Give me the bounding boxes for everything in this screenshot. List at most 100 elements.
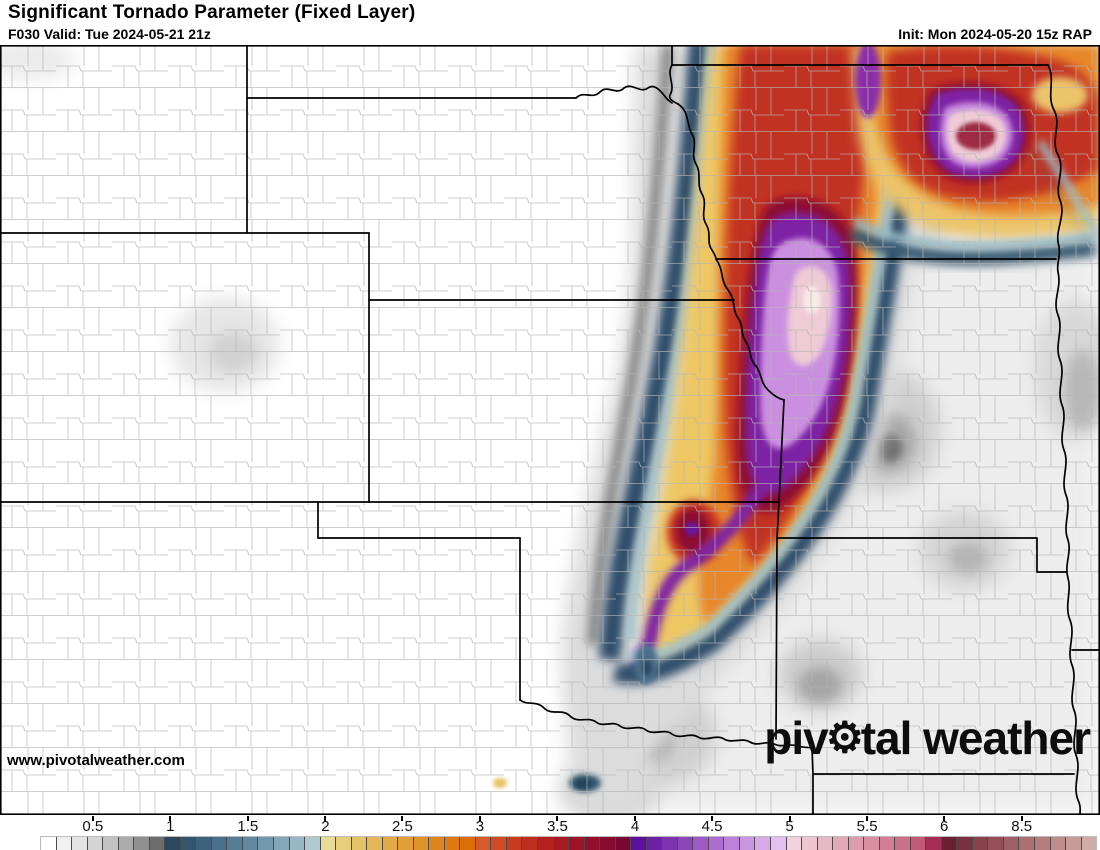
colorbar-cell bbox=[724, 837, 740, 850]
website-url: www.pivotalweather.com bbox=[7, 752, 185, 769]
colorbar-tick-label: 1 bbox=[166, 818, 175, 835]
colorbar-tick bbox=[246, 816, 249, 821]
colorbar-cell bbox=[165, 837, 181, 850]
colorbar-tick bbox=[788, 816, 791, 821]
colorbar-cell bbox=[972, 837, 989, 850]
colorbar-cell bbox=[941, 837, 958, 850]
colorbar-cell bbox=[739, 837, 756, 850]
colorbar-cell bbox=[1050, 837, 1067, 850]
colorbar-legend: 0.5 1 1.5 2 2.5 3 3.5 4 4.5 5 5.5 6 8.5 bbox=[0, 815, 1100, 850]
colorbar-tick-label: 1.5 bbox=[237, 818, 259, 835]
colorbar-tick-label: 3.5 bbox=[547, 818, 568, 835]
colorbar bbox=[40, 836, 1097, 850]
colorbar-cell bbox=[631, 837, 647, 850]
colorbar-cell bbox=[1035, 837, 1051, 850]
colorbar-cell bbox=[134, 837, 150, 850]
colorbar-cell bbox=[770, 837, 787, 850]
colorbar-cell bbox=[926, 837, 942, 850]
colorbar-cell bbox=[491, 837, 507, 850]
colorbar-cell bbox=[196, 837, 212, 850]
colorbar-cell bbox=[708, 837, 725, 850]
colorbar-cell bbox=[646, 837, 663, 850]
colorbar-cell bbox=[429, 837, 445, 850]
state-borders bbox=[0, 45, 1100, 815]
colorbar-cell bbox=[305, 837, 321, 850]
colorbar-cell bbox=[522, 837, 538, 850]
forecast-map bbox=[0, 45, 1100, 815]
colorbar-cell bbox=[273, 837, 290, 850]
colorbar-cell bbox=[103, 837, 119, 850]
colorbar-cell bbox=[475, 837, 492, 850]
colorbar-cell bbox=[1019, 837, 1035, 850]
county-lines bbox=[0, 45, 1100, 815]
colorbar-tick-label: 8.5 bbox=[1011, 818, 1033, 835]
colorbar-cell bbox=[988, 837, 1004, 850]
pivotal-weather-logo: piv ⚙ tal weather bbox=[764, 712, 1091, 764]
colorbar-cell bbox=[382, 837, 399, 850]
colorbar-tick-label: 3 bbox=[475, 818, 485, 835]
colorbar-cell bbox=[41, 837, 57, 850]
colorbar-cell bbox=[817, 837, 834, 850]
colorbar-cell bbox=[569, 837, 585, 850]
colorbar-cell bbox=[584, 837, 601, 850]
colorbar-cell bbox=[864, 837, 880, 850]
colorbar-tick-label: 4 bbox=[630, 818, 640, 835]
colorbar-cell bbox=[413, 837, 430, 850]
colorbar-cell bbox=[910, 837, 927, 850]
colorbar-cell bbox=[506, 837, 523, 850]
colorbar-tick bbox=[866, 816, 869, 821]
colorbar-tick bbox=[401, 816, 404, 821]
colorbar-cell bbox=[211, 837, 228, 850]
colorbar-cell bbox=[149, 837, 166, 850]
colorbar-cell bbox=[879, 837, 896, 850]
colorbar-cell bbox=[662, 837, 678, 850]
header: Significant Tornado Parameter (Fixed Lay… bbox=[0, 0, 1100, 45]
colorbar-tick bbox=[634, 816, 637, 821]
colorbar-tick bbox=[943, 816, 946, 821]
colorbar-tick-label: 4.5 bbox=[701, 818, 723, 835]
colorbar-cell bbox=[615, 837, 632, 850]
colorbar-tick-label: 2 bbox=[321, 818, 330, 835]
colorbar-tick bbox=[556, 816, 559, 821]
colorbar-cell bbox=[289, 837, 306, 850]
colorbar-tick-label: 0.5 bbox=[82, 818, 104, 835]
colorbar-cell bbox=[460, 837, 476, 850]
colorbar-tick-label: 2.5 bbox=[391, 818, 413, 835]
colorbar-cell bbox=[367, 837, 383, 850]
map-frame bbox=[0, 45, 1100, 815]
colorbar-tick-label: 6 bbox=[939, 818, 949, 835]
colorbar-cell bbox=[320, 837, 337, 850]
colorbar-tick-label: 5 bbox=[785, 818, 794, 835]
valid-time-label: F030 Valid: Tue 2024-05-21 21z bbox=[8, 26, 211, 42]
colorbar-cell bbox=[786, 837, 803, 850]
gear-icon: ⚙ bbox=[825, 713, 864, 761]
colorbar-cell bbox=[56, 837, 73, 850]
colorbar-cell bbox=[336, 837, 352, 850]
colorbar-cell bbox=[398, 837, 414, 850]
colorbar-cell bbox=[242, 837, 259, 850]
init-time-label: Init: Mon 2024-05-20 15z RAP bbox=[898, 26, 1092, 42]
contour-layers bbox=[0, 45, 1100, 815]
colorbar-cell bbox=[118, 837, 135, 850]
colorbar-tick bbox=[324, 816, 327, 821]
colorbar-cell bbox=[180, 837, 197, 850]
colorbar-cell bbox=[1066, 837, 1082, 850]
colorbar-cell bbox=[755, 837, 771, 850]
colorbar-cell bbox=[600, 837, 616, 850]
logo-text-left: piv bbox=[764, 712, 828, 764]
colorbar-cell bbox=[538, 837, 554, 850]
colorbar-tick bbox=[91, 816, 94, 821]
colorbar-tick-label: 5.5 bbox=[856, 818, 878, 835]
colorbar-tick bbox=[169, 816, 172, 821]
colorbar-cell bbox=[693, 837, 709, 850]
colorbar-cell bbox=[351, 837, 368, 850]
colorbar-cell bbox=[72, 837, 88, 850]
page-title: Significant Tornado Parameter (Fixed Lay… bbox=[8, 2, 416, 23]
colorbar-cell bbox=[1003, 837, 1020, 850]
colorbar-cell bbox=[848, 837, 865, 850]
colorbar-cell bbox=[802, 837, 818, 850]
colorbar-cell bbox=[553, 837, 570, 850]
colorbar-cell bbox=[833, 837, 849, 850]
colorbar-cell bbox=[957, 837, 973, 850]
